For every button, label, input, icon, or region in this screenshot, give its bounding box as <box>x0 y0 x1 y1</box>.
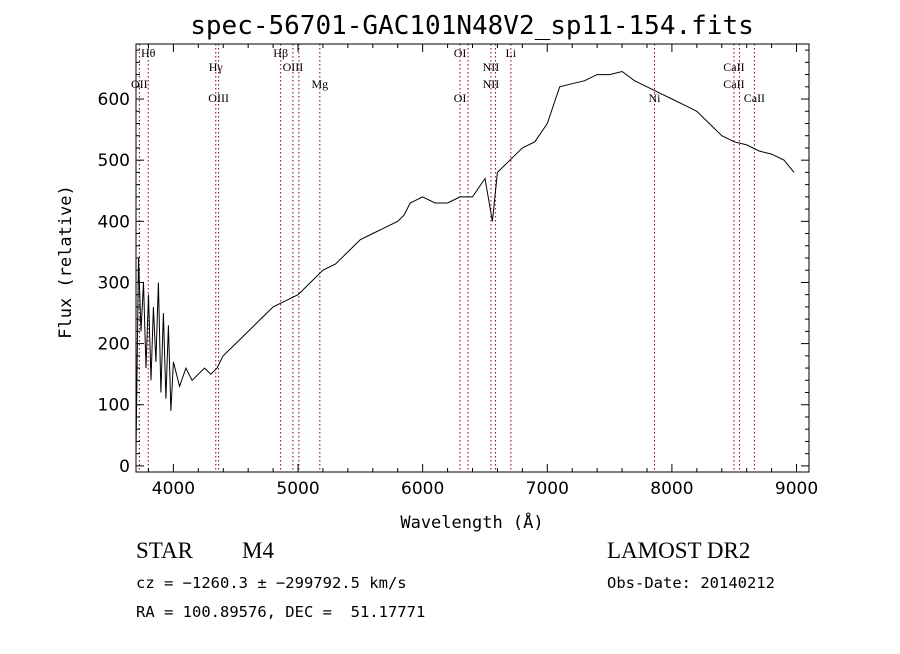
info-obs-date: Obs-Date: 20140212 <box>607 574 775 592</box>
line-marker-label-lower: CaII <box>723 77 744 91</box>
x-tick-label: 5000 <box>276 479 319 499</box>
plot-frame <box>135 43 810 473</box>
line-marker-label-lower: Ni <box>648 91 661 105</box>
y-axis-label: Flux (relative) <box>56 185 76 339</box>
line-marker-label-lower: NII <box>483 77 500 91</box>
x-tick-label: 6000 <box>401 479 444 499</box>
y-tick-label: 200 <box>98 335 130 355</box>
chart-title: spec-56701-GAC101N48V2_sp11-154.fits <box>190 11 754 41</box>
line-marker-label-lower: OI <box>454 91 467 105</box>
x-tick-label: 8000 <box>650 479 693 499</box>
line-marker-label-lower: OII <box>131 77 148 91</box>
line-marker-label-upper: OIII <box>283 60 304 74</box>
axes: 4000 5000 6000 7000 8000 9000 0 100 200 300 400 500… <box>98 44 818 499</box>
info-survey: LAMOST DR2 <box>607 538 751 563</box>
line-marker-label-upper: OI <box>454 46 467 60</box>
x-tick-label: 7000 <box>526 479 569 499</box>
line-marker-label-lower: CaII <box>744 91 765 105</box>
spectrum-series-line <box>135 70 795 454</box>
info-subclass: M4 <box>242 538 274 563</box>
line-marker-label-upper: Hβ <box>273 46 288 60</box>
y-tick-label: 100 <box>98 396 130 416</box>
x-tick-label: 4000 <box>152 479 195 499</box>
info-cz: cz = −1260.3 ± −299792.5 km/s <box>136 574 407 592</box>
line-marker-label-lower: OIII <box>208 91 229 105</box>
y-tick-label: 300 <box>98 273 130 293</box>
info-class: STAR <box>136 538 193 563</box>
line-marker-label-upper: CaII <box>723 60 744 74</box>
line-marker-label-upper: NII <box>483 60 500 74</box>
y-tick-label: 600 <box>98 90 130 110</box>
spectral-line-markers: OIIHθHγOIIIHβOIIIMgOIOINIINIILiNiCaIICaI… <box>131 44 765 472</box>
line-marker-label-upper: Hθ <box>141 46 156 60</box>
line-marker-label-lower: Mg <box>311 77 328 91</box>
x-axis-label: Wavelength (Å) <box>400 511 543 533</box>
x-tick-label: 9000 <box>775 479 818 499</box>
y-tick-label: 500 <box>98 151 130 171</box>
y-tick-label: 0 <box>119 457 130 477</box>
info-radec: RA = 100.89576, DEC = 51.17771 <box>136 603 426 621</box>
y-tick-label: 400 <box>98 212 130 232</box>
line-marker-label-upper: Hγ <box>209 60 224 74</box>
line-marker-label-upper: Li <box>506 46 517 60</box>
